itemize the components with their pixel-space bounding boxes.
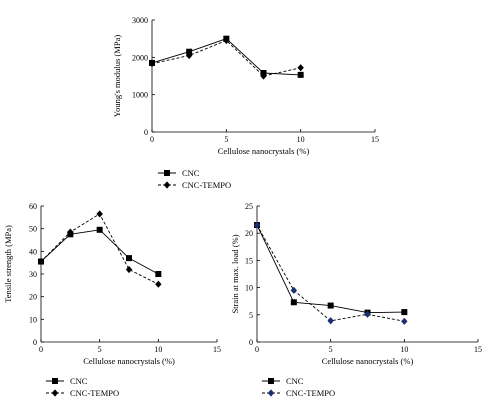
data-point-marker [290,299,297,306]
x-tick-label: 15 [474,345,482,354]
data-point-marker [290,286,298,294]
data-point-marker [96,226,103,233]
y-tick-label: 20 [29,293,37,302]
data-point-marker [126,255,132,262]
legend-marker [163,181,171,189]
y-tick-label: 40 [29,247,37,256]
chart-panel-2: 0 5 10 15 0 10 20 30 40 50 60 Cellulose nanocrystal… [3,202,221,398]
x-tick-label: 15 [371,135,379,144]
y-tick-label: 10 [29,315,37,324]
y-tick-label: 25 [245,202,253,211]
data-point-marker [223,36,230,45]
data-point-marker [364,310,371,318]
x-axis-title: Cellulose nanocrystals (%) [322,356,414,366]
y-tick-label: 2000 [132,53,148,62]
x-tick-label: 10 [297,135,305,144]
x-tick-label: 0 [255,345,259,354]
legend-marker [268,378,274,384]
data-point-marker [155,271,162,277]
x-tick-label: 10 [400,345,408,354]
legend-label: CNC-TEMPO [182,180,231,190]
data-point-marker [297,64,304,72]
y-axis-title: Strain at max. load (%) [230,234,240,313]
data-point-marker [148,60,156,68]
legend-marker [51,389,59,397]
x-tick-label: 5 [98,345,102,354]
series-line-1 [256,224,405,314]
legend-label: CNC [70,376,88,386]
y-tick-label: 0 [249,338,253,347]
chart-panel-1: 0 5 10 15 0 1000 2000 3000 Cellulose nanocrystal… [112,16,379,190]
x-tick-label: 0 [150,135,154,144]
data-point-marker [297,71,304,78]
data-point-marker [67,228,74,236]
series-line-2 [40,213,159,285]
y-axis-title: Young's modulus (MPa) [112,35,122,118]
legend-marker [267,389,275,397]
legend-marker [52,378,58,384]
data-point-marker [186,48,193,55]
x-tick-label: 5 [329,345,333,354]
data-point-marker [327,317,334,325]
y-tick-label: 15 [245,256,253,265]
x-axis-title: Cellulose nanocrystals (%) [218,146,310,156]
data-point-marker [401,309,408,316]
data-point-marker [327,302,334,309]
y-tick-label: 50 [29,225,37,234]
legend-label: CNC-TEMPO [70,388,119,398]
data-point-marker [155,280,162,288]
x-tick-label: 0 [39,345,43,354]
data-point-marker [260,72,267,80]
y-tick-label: 60 [29,202,37,211]
data-point-marker [185,51,193,60]
x-tick-label: 5 [224,135,228,144]
y-tick-label: 10 [245,284,253,293]
y-tick-label: 1000 [132,91,148,100]
x-tick-label: 15 [213,345,221,354]
legend-label: CNC [286,376,304,386]
data-point-marker [401,317,408,325]
y-tick-label: 0 [33,338,37,347]
legend-label: CNC [182,168,200,178]
y-tick-label: 5 [249,311,253,320]
y-tick-label: 0 [144,128,148,137]
data-point-marker [96,210,103,218]
y-axis-title: Tensile strength (MPa) [3,225,13,303]
legend-label: CNC-TEMPO [286,388,335,398]
series-line-1 [40,229,159,275]
legend-marker [164,170,170,176]
data-point-marker [253,221,261,229]
series-line-1 [151,38,301,76]
y-tick-label: 30 [29,270,37,279]
x-axis-title: Cellulose nanocrystals (%) [83,356,175,366]
data-point-marker [125,265,133,274]
y-tick-label: 20 [245,229,253,238]
series-line-2 [151,39,301,77]
x-tick-label: 10 [154,345,162,354]
y-tick-label: 3000 [132,16,148,25]
chart-panel-3: 0 5 10 15 0 5 10 15 20 25 Cellulose nanocrystals (… [230,202,482,398]
data-point-marker [37,257,45,266]
